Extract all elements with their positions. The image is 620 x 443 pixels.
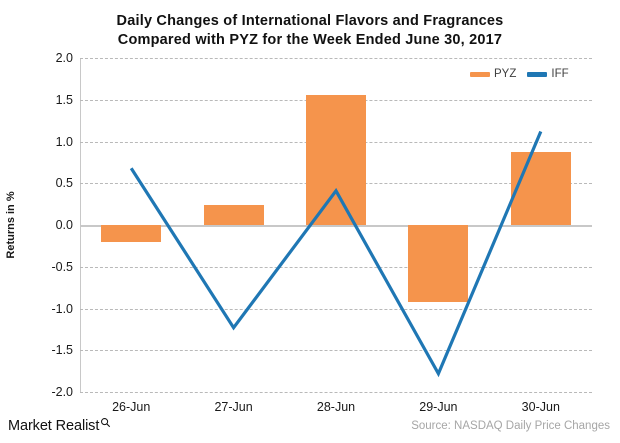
x-tick-label: 30-Jun — [521, 400, 560, 414]
bar-pyz-30-jun — [510, 152, 571, 225]
bar-pyz-28-jun — [306, 94, 366, 225]
x-tick-label: 29-Jun — [419, 400, 458, 414]
bar-pyz-27-jun — [203, 204, 264, 225]
x-tick-label: 27-Jun — [214, 400, 253, 414]
bar-pyz-29-jun — [408, 225, 469, 302]
legend-entry-pyz[interactable]: PYZ — [470, 68, 516, 80]
x-tick-label: 28-Jun — [316, 400, 356, 414]
chart-legend: PYZ IFF — [470, 68, 569, 80]
brand-name: Market Realist — [8, 418, 100, 434]
legend-swatch-iff — [527, 71, 548, 77]
gridline — [80, 350, 592, 352]
legend-swatch-pyz — [470, 71, 490, 77]
y-tick-label: 0.0 — [55, 218, 73, 232]
y-tick-label: -0.5 — [51, 259, 73, 274]
y-tick-label: 1.0 — [55, 134, 73, 149]
source-note: Source: NASDAQ Daily Price Changes — [411, 420, 610, 432]
zero-line — [80, 225, 592, 227]
y-tick-label: 2.0 — [55, 51, 73, 65]
y-tick-label: -1.5 — [51, 343, 73, 358]
line-series-iff — [129, 130, 543, 378]
chart-title-line-1: Daily Changes of International Flavors a… — [116, 13, 504, 29]
chart-title: Daily Changes of International Flavors a… — [55, 12, 565, 50]
gridline — [80, 266, 592, 268]
plot-area: 2.0 1.5 1.0 0.5 0.0 -0.5 -1.0 -1.5 -2.0 — [51, 51, 592, 399]
y-tick-label: 1.5 — [55, 92, 73, 107]
chart-title-line-2: Compared with PYZ for the Week Ended Jun… — [117, 32, 503, 48]
x-tick-label: 26-Jun — [112, 400, 151, 414]
y-tick-label: 0.5 — [55, 176, 73, 191]
legend-label-pyz: PYZ — [494, 68, 517, 80]
magnifier-icon — [100, 416, 111, 432]
brand-logo: Market Realist — [8, 418, 111, 434]
legend-label-iff: IFF — [551, 68, 569, 80]
gridline — [80, 58, 592, 59]
bar-pyz-26-jun — [101, 225, 162, 242]
y-axis-title: Returns in % — [5, 191, 17, 259]
gridline — [80, 392, 592, 393]
y-tick-label: -1.0 — [51, 301, 73, 316]
y-tick-label: -2.0 — [51, 385, 73, 399]
iff-polyline — [129, 130, 543, 378]
gridline — [80, 308, 592, 310]
legend-entry-iff[interactable]: IFF — [527, 68, 569, 80]
